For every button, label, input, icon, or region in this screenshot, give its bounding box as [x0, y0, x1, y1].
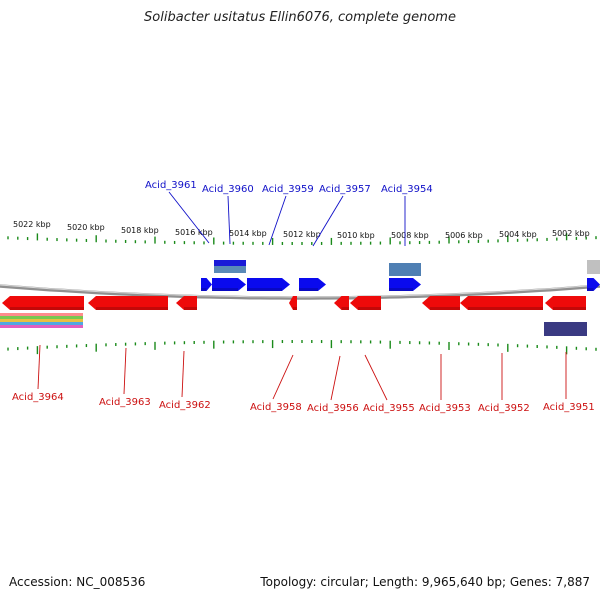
reverse-gene [88, 296, 168, 310]
scale-label: 5010 kbp [337, 231, 375, 240]
forward-gene-shade [212, 288, 238, 291]
genome-summary-text: Topology: circular; Length: 9,965,640 bp… [260, 575, 590, 589]
reverse-gene [422, 296, 460, 310]
gene-label: Acid_3951 [543, 402, 595, 413]
reverse-gene-feature [0, 325, 83, 328]
bottom-tick-track [7, 340, 597, 355]
forward-gene-shade [201, 288, 207, 291]
forward-gene-feature [587, 260, 600, 274]
reverse-gene-shade [184, 307, 197, 310]
forward-gene-shade [247, 288, 282, 291]
forward-gene-feature [214, 260, 246, 269]
scale-label: 5022 kbp [13, 220, 51, 229]
reverse-gene [289, 296, 297, 310]
gene-label: Acid_3953 [419, 403, 471, 414]
gene-label-leader [268, 195, 287, 246]
gene-label-leader [272, 354, 294, 400]
reverse-gene-shade [553, 307, 586, 310]
gene-label: Acid_3954 [381, 184, 433, 195]
gene-label-leader [37, 344, 41, 390]
reverse-gene-shade [341, 307, 349, 310]
reverse-gene [2, 296, 84, 310]
reverse-gene [334, 296, 349, 310]
reverse-gene-feature [0, 319, 83, 322]
scale-label: 5002 kbp [552, 229, 590, 238]
scale-label: 5004 kbp [499, 230, 537, 239]
scale-label: 5014 kbp [229, 229, 267, 238]
reverse-gene-shade [96, 307, 168, 310]
forward-gene-shade [299, 288, 318, 291]
reverse-gene-feature [0, 313, 83, 316]
scale-label: 5016 kbp [175, 228, 213, 237]
gene-label: Acid_3960 [202, 184, 254, 195]
reverse-gene [545, 296, 586, 310]
gene-label: Acid_3961 [145, 180, 197, 191]
forward-gene [389, 278, 421, 291]
forward-gene-feature [389, 263, 421, 276]
scale-label: 5006 kbp [445, 231, 483, 240]
reverse-gene [176, 296, 197, 310]
top-tick-track [7, 233, 597, 245]
gene-label-leader [364, 354, 388, 401]
gene-label: Acid_3958 [250, 402, 302, 413]
scale-label: 5008 kbp [391, 231, 429, 240]
reverse-gene [460, 296, 543, 310]
reverse-gene-feature [0, 316, 83, 319]
gene-label: Acid_3962 [159, 400, 211, 411]
forward-gene-shade [587, 288, 594, 291]
forward-gene [587, 278, 600, 291]
reverse-gene-shade [10, 307, 84, 310]
gene-label-leader [330, 355, 341, 401]
accession-text: Accession: NC_008536 [9, 575, 146, 589]
reverse-gene-shade [430, 307, 460, 310]
scale-label: 5018 kbp [121, 226, 159, 235]
gene-label-leader [181, 350, 185, 398]
forward-gene-feature-shade [214, 266, 246, 273]
reverse-gene-shade [468, 307, 543, 310]
gene-label: Acid_3955 [363, 403, 415, 414]
gene-track [0, 260, 600, 336]
reverse-gene-feature [544, 322, 587, 336]
gene-label: Acid_3952 [478, 403, 530, 414]
gene-label: Acid_3957 [319, 184, 371, 195]
gene-label: Acid_3959 [262, 184, 314, 195]
gene-labels: Acid_3961 Acid_3960 Acid_3959 Acid_3957 Acid… [12, 180, 595, 414]
gene-label-leader [123, 347, 127, 395]
scale-labels: 5022 kbp 5020 kbp 5018 kbp 5016 kbp 5014 kbp… [13, 220, 590, 240]
gene-label-leader [227, 195, 231, 245]
gene-label: Acid_3964 [12, 392, 64, 403]
reverse-gene [350, 296, 381, 310]
scale-label: 5020 kbp [67, 223, 105, 232]
forward-gene [247, 278, 290, 291]
gene-label: Acid_3956 [307, 403, 359, 414]
forward-gene [212, 278, 246, 291]
forward-gene [299, 278, 326, 291]
gene-label-leader [168, 191, 210, 244]
reverse-gene-shade [293, 307, 297, 310]
reverse-gene-feature [0, 322, 83, 325]
forward-gene-shade [389, 288, 413, 291]
map-title: Solibacter usitatus Ellin6076, complete … [144, 10, 456, 25]
gene-label: Acid_3963 [99, 397, 151, 408]
forward-gene [201, 278, 212, 291]
reverse-gene-shade [358, 307, 381, 310]
gene-label-leader [312, 195, 344, 247]
scale-label: 5012 kbp [283, 230, 321, 239]
